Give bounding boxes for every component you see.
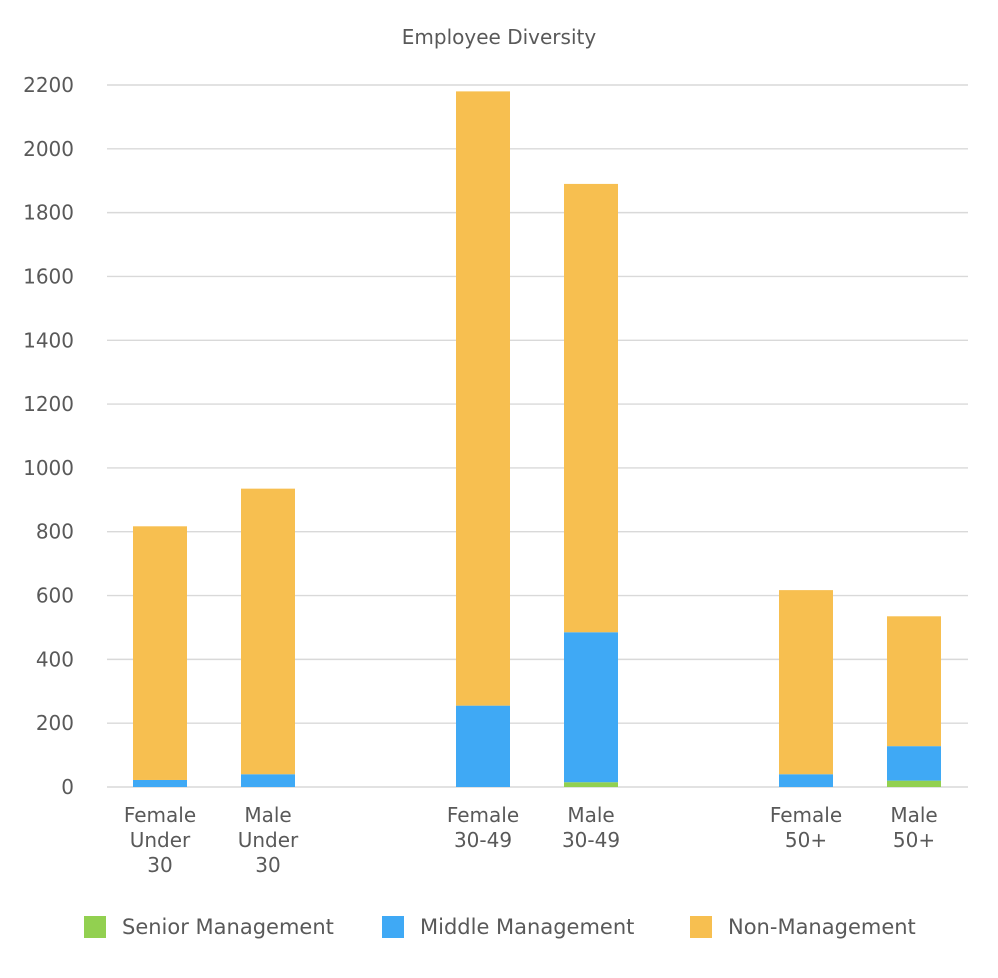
y-tick-label: 800 [36, 520, 74, 544]
y-tick-label: 2000 [23, 137, 74, 161]
legend-label: Non-Management [728, 915, 916, 939]
legend-swatch [690, 916, 712, 938]
gridlines [107, 84, 968, 788]
x-category-label: Male 50+ [890, 803, 937, 852]
y-tick-label: 400 [36, 647, 74, 671]
bars [133, 91, 941, 787]
y-tick-label: 0 [61, 775, 74, 799]
bar-segment-senior-management [564, 782, 618, 787]
y-tick-label: 1800 [23, 201, 74, 225]
legend-label: Senior Management [122, 915, 334, 939]
bar-segment-middle-management [456, 705, 510, 787]
y-tick-label: 2200 [23, 73, 74, 97]
bar-segment-non-management [456, 91, 510, 706]
y-tick-label: 1200 [23, 392, 74, 416]
legend-swatch [382, 916, 404, 938]
bar-segment-middle-management [887, 746, 941, 781]
bar-segment-non-management [779, 590, 833, 775]
bar-segment-middle-management [564, 632, 618, 783]
legend-item: Senior Management [84, 915, 334, 939]
bar-segment-non-management [887, 616, 941, 747]
bar-segment-middle-management [241, 774, 295, 787]
y-tick-label: 1400 [23, 328, 74, 352]
bar-segment-middle-management [779, 774, 833, 787]
legend-item: Non-Management [690, 915, 916, 939]
legend-label: Middle Management [420, 915, 634, 939]
x-axis-category-labels: Female Under 30 Male Under 30 Female 30-49 Male 3… [124, 803, 938, 877]
x-category-label: Female 30-49 [447, 803, 519, 852]
y-tick-label: 1600 [23, 264, 74, 288]
y-tick-label: 1000 [23, 456, 74, 480]
x-category-label: Male 30-49 [562, 803, 620, 852]
bar-segment-non-management [133, 526, 187, 780]
x-category-label: Female Under 30 [124, 803, 196, 877]
bar-segment-senior-management [887, 780, 941, 787]
legend: Senior Management Middle Management Non-Ma… [84, 915, 916, 939]
legend-swatch [84, 916, 106, 938]
legend-item: Middle Management [382, 915, 634, 939]
bar-segment-non-management [564, 183, 618, 633]
y-axis-tick-labels: 0 200 400 600 800 1000 1200 1400 1600 1800 2000 220… [23, 73, 74, 799]
bar-segment-middle-management [133, 779, 187, 787]
y-tick-label: 600 [36, 584, 74, 608]
y-tick-label: 200 [36, 711, 74, 735]
x-category-label: Female 50+ [770, 803, 842, 852]
chart-title: Employee Diversity [402, 25, 597, 49]
bar-segment-non-management [241, 488, 295, 775]
x-category-label: Male Under 30 [238, 803, 299, 877]
